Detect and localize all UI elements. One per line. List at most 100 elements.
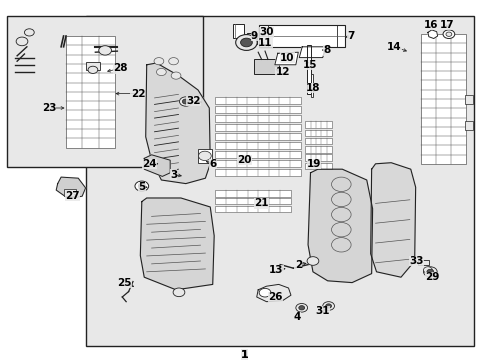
Bar xyxy=(305,130,331,136)
Bar xyxy=(215,190,290,197)
Text: 12: 12 xyxy=(275,67,289,77)
Text: 5: 5 xyxy=(138,182,145,192)
Bar xyxy=(417,260,428,265)
Text: 30: 30 xyxy=(259,27,273,37)
Text: 13: 13 xyxy=(268,265,283,275)
Bar xyxy=(215,133,300,140)
Polygon shape xyxy=(274,52,298,65)
Circle shape xyxy=(171,72,181,79)
Text: 9: 9 xyxy=(250,31,257,41)
Bar xyxy=(215,106,300,113)
Text: 17: 17 xyxy=(439,20,454,30)
Bar xyxy=(259,25,344,47)
Text: 11: 11 xyxy=(258,38,272,48)
Bar xyxy=(215,160,300,167)
Text: 21: 21 xyxy=(254,198,268,208)
Text: 1: 1 xyxy=(241,350,247,360)
Text: 26: 26 xyxy=(267,292,282,302)
Circle shape xyxy=(24,29,34,36)
Bar xyxy=(232,24,243,38)
Bar xyxy=(306,45,310,94)
Circle shape xyxy=(322,302,334,310)
Circle shape xyxy=(442,30,454,39)
Circle shape xyxy=(298,306,304,310)
Text: 6: 6 xyxy=(209,159,216,169)
Polygon shape xyxy=(370,163,415,277)
Bar xyxy=(420,34,465,164)
Text: 29: 29 xyxy=(425,272,439,282)
Polygon shape xyxy=(307,169,372,283)
Circle shape xyxy=(235,35,257,50)
Polygon shape xyxy=(145,63,210,184)
Circle shape xyxy=(88,66,98,73)
Circle shape xyxy=(16,37,28,46)
Bar xyxy=(215,124,300,131)
Text: 8: 8 xyxy=(323,45,329,55)
Bar xyxy=(85,16,473,346)
Circle shape xyxy=(240,38,252,47)
Bar xyxy=(464,95,472,104)
Text: 14: 14 xyxy=(386,42,401,52)
Bar xyxy=(305,154,331,161)
Bar xyxy=(310,74,312,97)
Text: 20: 20 xyxy=(237,155,251,165)
Circle shape xyxy=(135,181,148,191)
Text: 28: 28 xyxy=(113,63,128,73)
Polygon shape xyxy=(299,47,325,58)
Text: 25: 25 xyxy=(117,278,132,288)
Polygon shape xyxy=(144,155,170,176)
Bar xyxy=(305,121,331,128)
Bar xyxy=(215,151,300,158)
Polygon shape xyxy=(140,198,214,290)
Circle shape xyxy=(325,304,331,308)
Text: 3: 3 xyxy=(170,170,177,180)
Bar xyxy=(215,97,300,104)
Text: 2: 2 xyxy=(294,260,301,270)
Text: 27: 27 xyxy=(65,191,80,201)
Text: 15: 15 xyxy=(303,60,317,70)
Text: 19: 19 xyxy=(306,159,321,169)
Circle shape xyxy=(138,184,145,189)
Bar xyxy=(215,198,290,204)
Bar xyxy=(215,206,290,212)
Bar xyxy=(254,59,278,74)
Text: 32: 32 xyxy=(185,96,200,106)
Circle shape xyxy=(259,288,270,297)
Bar xyxy=(305,163,331,169)
Circle shape xyxy=(445,32,451,36)
Text: 33: 33 xyxy=(408,256,423,266)
Text: 22: 22 xyxy=(130,89,145,99)
Text: 4: 4 xyxy=(293,312,301,322)
Bar xyxy=(305,138,331,144)
Circle shape xyxy=(423,267,436,277)
Bar xyxy=(215,169,300,176)
Circle shape xyxy=(426,269,433,274)
Circle shape xyxy=(173,288,184,297)
Circle shape xyxy=(198,151,211,161)
Bar xyxy=(305,146,331,153)
Bar xyxy=(215,115,300,122)
Text: 16: 16 xyxy=(423,20,438,30)
Circle shape xyxy=(182,99,189,104)
Circle shape xyxy=(99,46,111,55)
Text: 24: 24 xyxy=(142,159,156,169)
Text: 18: 18 xyxy=(305,83,320,93)
Polygon shape xyxy=(256,284,290,302)
Polygon shape xyxy=(56,177,85,199)
Circle shape xyxy=(168,58,178,65)
Bar xyxy=(63,189,76,196)
Circle shape xyxy=(156,68,166,76)
Text: 31: 31 xyxy=(315,306,329,316)
Bar xyxy=(246,33,256,44)
Text: 10: 10 xyxy=(279,53,294,63)
Circle shape xyxy=(295,303,307,312)
Bar xyxy=(198,149,211,163)
Text: 1: 1 xyxy=(240,350,248,360)
Text: 7: 7 xyxy=(346,31,354,41)
Bar xyxy=(7,16,203,167)
Bar xyxy=(85,62,100,70)
Circle shape xyxy=(154,58,163,65)
Bar xyxy=(464,121,472,130)
Circle shape xyxy=(179,97,192,106)
Bar xyxy=(215,142,300,149)
